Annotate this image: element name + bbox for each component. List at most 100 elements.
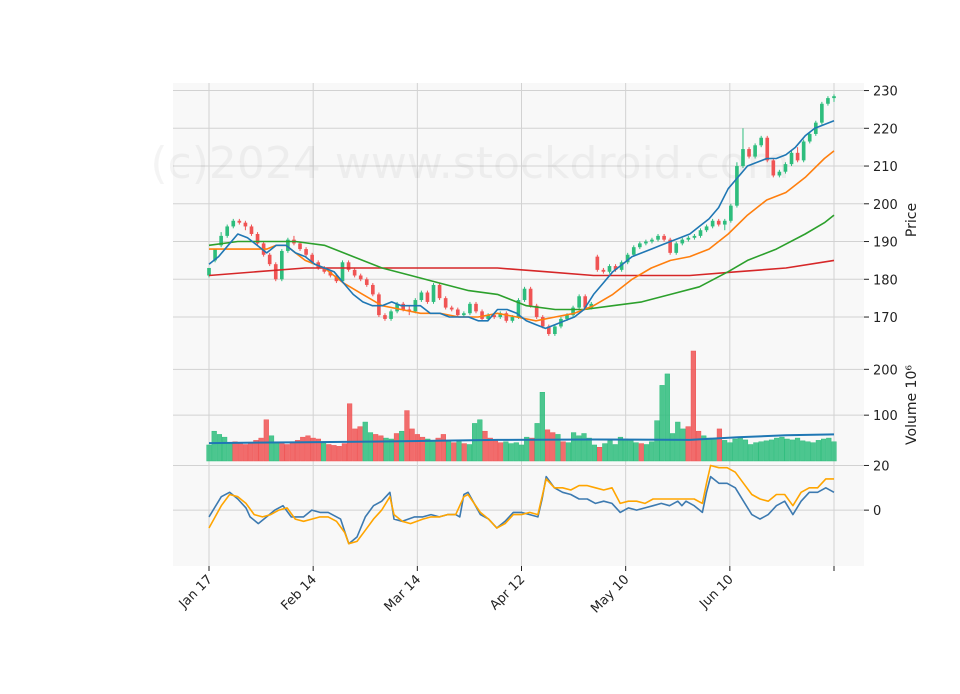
volume-bar xyxy=(268,435,275,462)
candlestick xyxy=(455,307,460,318)
candle-body xyxy=(462,313,466,316)
candle-body xyxy=(340,262,345,282)
candlestick xyxy=(801,139,806,163)
candlestick xyxy=(601,267,606,274)
volume-bar xyxy=(774,437,780,462)
candlestick xyxy=(759,135,764,148)
candle-body xyxy=(753,145,757,157)
volume-bar xyxy=(367,432,374,462)
candle-body xyxy=(213,249,217,261)
candle-body xyxy=(237,220,242,223)
candle-body xyxy=(377,294,381,316)
candlestick xyxy=(662,233,666,242)
volume-bar xyxy=(419,436,426,462)
volume-bar xyxy=(383,437,389,462)
volume-bar xyxy=(456,441,462,462)
candlestick xyxy=(449,305,454,312)
candlestick xyxy=(656,233,660,242)
indicator-lines xyxy=(208,119,835,545)
volume-bar xyxy=(789,439,795,462)
volume-bar xyxy=(232,441,238,462)
candle-body xyxy=(510,317,515,321)
volume-bar xyxy=(331,445,337,462)
watermark: (c)2024 www.stockdroid.com xyxy=(150,138,789,189)
candle-body xyxy=(455,309,460,316)
candle-body xyxy=(346,262,351,270)
volume-bar xyxy=(716,428,723,462)
candlestick xyxy=(219,232,223,248)
volume-bar xyxy=(341,443,348,462)
candlestick xyxy=(237,218,242,225)
candlestick xyxy=(340,260,345,284)
volume-bar xyxy=(560,441,566,462)
candle-body xyxy=(443,298,448,308)
volume-bar xyxy=(784,438,790,462)
candlestick xyxy=(352,267,357,278)
candle-body xyxy=(310,254,314,263)
candle-body xyxy=(577,296,581,308)
volume-bar xyxy=(831,441,837,462)
candlestick xyxy=(832,94,836,102)
candlestick xyxy=(389,309,393,321)
candle-body xyxy=(273,264,278,280)
candlestick xyxy=(431,283,436,304)
volume-bar xyxy=(451,442,457,462)
volume-bar xyxy=(326,444,332,462)
volume-bar xyxy=(748,444,754,462)
candle-body xyxy=(486,315,490,319)
candlestick xyxy=(729,203,733,223)
volume-bar xyxy=(216,434,223,462)
candle-body xyxy=(565,315,569,319)
candle-body xyxy=(279,250,284,280)
candle-body xyxy=(783,164,788,172)
candle-body xyxy=(571,307,575,316)
volume-bar xyxy=(576,435,582,462)
candle-body xyxy=(826,98,830,104)
candlestick xyxy=(789,150,794,167)
candle-body xyxy=(722,220,727,225)
candle-body xyxy=(686,237,691,240)
volume-bar xyxy=(701,435,707,462)
candlestick xyxy=(267,252,272,267)
volume-bar xyxy=(274,441,280,462)
volume-bar xyxy=(669,433,676,462)
volume-bar xyxy=(607,440,613,462)
candle-body xyxy=(480,311,484,319)
macd-panel xyxy=(173,461,864,566)
volume-bar xyxy=(565,442,571,462)
volume-bar xyxy=(638,443,644,462)
candlestick xyxy=(826,96,830,106)
volume-bar xyxy=(227,442,233,462)
candle-body xyxy=(619,262,624,270)
price-axis-label: Price xyxy=(904,203,920,237)
volume-bar xyxy=(664,373,670,462)
volume-bar xyxy=(498,442,504,462)
candle-body xyxy=(698,230,703,236)
volume-y-tick-label: 100 xyxy=(873,409,898,424)
candlestick xyxy=(820,101,824,125)
volume-bar xyxy=(737,436,743,462)
candle-body xyxy=(358,275,363,280)
volume-bar xyxy=(680,428,686,462)
candlestick xyxy=(298,241,302,251)
price-y-tick-label: 190 xyxy=(873,236,898,251)
candle-body xyxy=(656,235,660,240)
candlestick xyxy=(225,224,230,238)
volume-bar xyxy=(654,420,660,462)
volume-bar xyxy=(503,441,509,462)
volume-bar xyxy=(706,437,712,462)
candlestick xyxy=(753,143,757,159)
x-tick-label: Jun 10 xyxy=(696,572,736,612)
candle-body xyxy=(474,303,478,312)
candle-body xyxy=(832,96,836,99)
candle-body xyxy=(286,239,290,251)
candle-body xyxy=(625,254,630,263)
macd-line xyxy=(208,475,835,545)
volume-bar xyxy=(753,442,759,462)
x-tick-label: Apr 12 xyxy=(487,572,528,613)
candlestick xyxy=(364,277,369,287)
candle-body xyxy=(522,288,527,301)
candle-body xyxy=(638,243,642,248)
candle-body xyxy=(231,220,236,227)
candlestick xyxy=(716,218,721,227)
